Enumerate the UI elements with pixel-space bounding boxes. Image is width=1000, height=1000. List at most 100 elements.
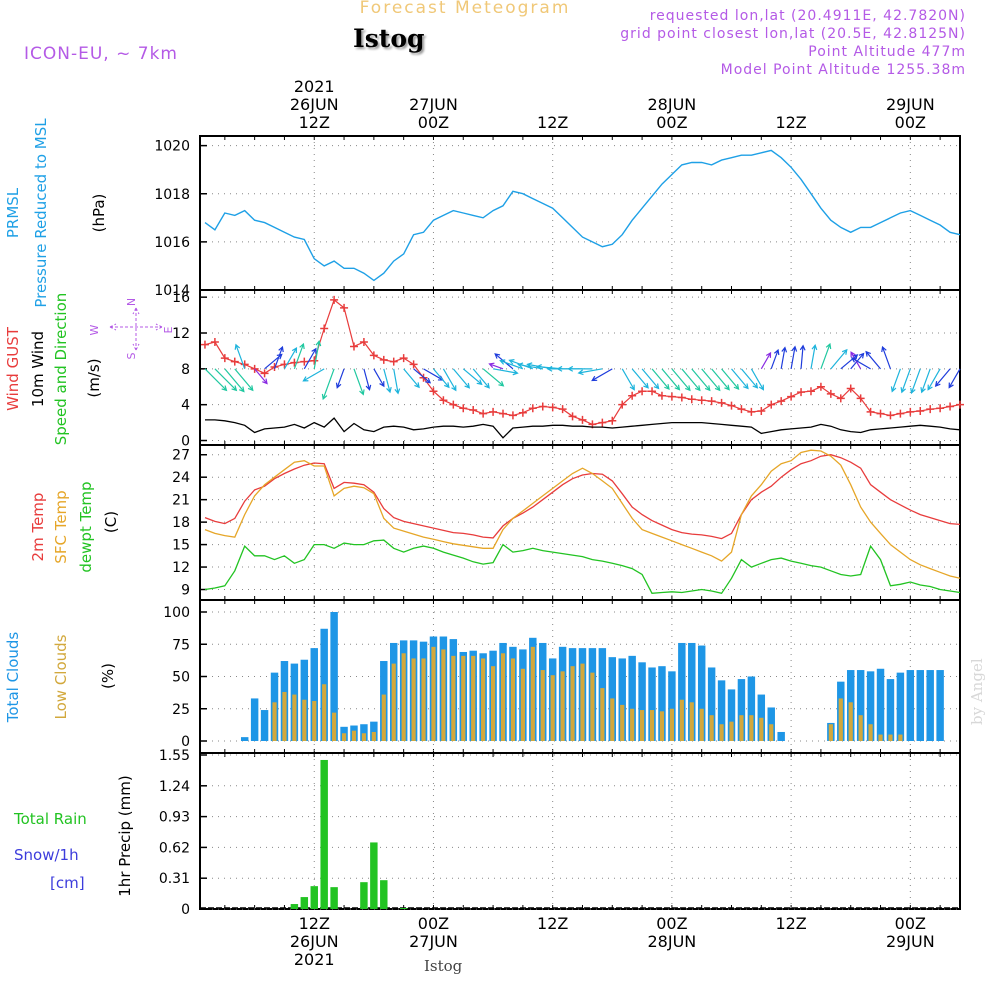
wind-direction-arrow xyxy=(499,359,524,370)
low-clouds-bar xyxy=(510,658,516,741)
wind-direction-arrow xyxy=(472,368,490,389)
temperature-tick-label: 21 xyxy=(172,493,190,509)
low-clouds-bar xyxy=(322,684,327,741)
total-clouds-bar xyxy=(747,676,756,741)
chart-panels: 1014 1016 1018 1020 PRMSL Pressure Reduced to… xyxy=(4,118,964,918)
wind-direction-arrow xyxy=(442,368,457,392)
dewpoint-line xyxy=(204,539,961,595)
gust-marker xyxy=(797,388,806,397)
gust-marker xyxy=(369,351,378,360)
wind-direction-arrow xyxy=(810,343,818,369)
total-clouds-bar xyxy=(737,679,746,741)
low-clouds-bar xyxy=(590,672,595,741)
wind-direction-arrow xyxy=(651,368,670,391)
precip-tick-label: 1.24 xyxy=(159,779,190,795)
wind-direction-arrow xyxy=(691,368,711,392)
low-clouds-bar xyxy=(481,658,486,741)
top-time-label: 12Z xyxy=(537,113,568,132)
bottom-time-label: 12Z xyxy=(299,914,330,933)
total-clouds-bar xyxy=(777,731,785,741)
gust-marker xyxy=(727,401,736,410)
wind-speed-line xyxy=(205,417,961,439)
total-clouds-bar xyxy=(638,662,646,741)
low-clouds-bar xyxy=(689,702,694,741)
pressure-tick-label: 1018 xyxy=(154,187,190,203)
gust-marker xyxy=(876,409,885,418)
bottom-time-label: 12Z xyxy=(537,914,568,933)
low-clouds-bar xyxy=(898,734,903,741)
wind-direction-arrow xyxy=(920,368,931,394)
gust-marker xyxy=(230,357,239,366)
gust-marker xyxy=(836,394,845,403)
wind-direction-arrow xyxy=(283,346,298,370)
rain-bar xyxy=(290,904,299,909)
rain-bar xyxy=(380,880,388,909)
precip-tick-label: 0.62 xyxy=(159,840,190,856)
rain-bar xyxy=(360,882,368,909)
low-clouds-bar xyxy=(540,670,545,741)
top-time-label: 28JUN xyxy=(648,95,697,114)
pressure-tick-label: 1016 xyxy=(154,235,190,251)
wind-direction-arrow xyxy=(780,346,788,369)
top-time-label: 26JUN xyxy=(290,95,339,114)
gust-marker xyxy=(240,360,249,369)
gust-marker xyxy=(359,337,368,346)
bottom-time-label: 26JUN xyxy=(290,932,339,951)
wind-direction-arrow xyxy=(701,368,721,392)
clouds-tick-label: 100 xyxy=(163,605,190,621)
low-clouds-bar xyxy=(292,694,297,741)
gust-marker xyxy=(667,392,676,401)
bottom-time-label: 00Z xyxy=(418,914,449,933)
model-label: ICON-EU, ~ 7km xyxy=(24,44,178,64)
total-clouds-bar xyxy=(618,658,626,741)
pressure-tick-label: 1020 xyxy=(154,139,190,155)
total-clouds-bar xyxy=(697,645,706,741)
gust-marker xyxy=(220,354,229,363)
gust-marker xyxy=(200,340,209,349)
gust-marker xyxy=(548,403,557,412)
precip-axis-label: 1hr Precip (mm) xyxy=(116,775,134,896)
clouds-tick-label: 75 xyxy=(172,637,190,653)
low-clouds-bar xyxy=(719,724,724,741)
gust-marker xyxy=(210,337,219,346)
low-clouds-bar xyxy=(421,658,426,741)
wind-direction-arrow xyxy=(900,368,911,394)
wind-gust-label: Wind GUST xyxy=(4,326,22,411)
precip-tick-label: 0 xyxy=(181,902,190,918)
requested-coordinates: requested lon,lat (20.4911E, 42.7820N) xyxy=(649,8,966,24)
model-altitude: Model Point Altitude 1255.38m xyxy=(720,62,966,78)
wind-direction-arrow xyxy=(204,368,228,392)
bottom-time-label: 29JUN xyxy=(886,932,935,951)
wind-direction-arrow xyxy=(681,368,701,392)
wind-tick-label: 8 xyxy=(181,362,190,378)
wind-direction-arrow xyxy=(721,368,740,391)
low-clouds-bar xyxy=(878,734,883,741)
wind-unit: (m/s) xyxy=(85,358,103,397)
wind-direction-arrow xyxy=(492,368,519,376)
gust-marker xyxy=(499,409,508,418)
wind-direction-arrow xyxy=(750,368,764,391)
gust-marker xyxy=(717,398,726,407)
low-clouds-bar xyxy=(401,653,406,741)
gust-marker xyxy=(806,387,815,396)
gust-marker xyxy=(787,392,796,401)
bottom-time-label: 2021 xyxy=(294,950,335,969)
wind-direction-arrow xyxy=(433,368,450,389)
wind-direction-arrow xyxy=(927,368,941,391)
rain-bar xyxy=(310,886,318,909)
gust-marker xyxy=(906,407,915,416)
snow-unit-legend: [cm] xyxy=(50,874,85,892)
gust-marker xyxy=(409,360,418,369)
gust-marker xyxy=(469,406,478,415)
wind-direction-arrow xyxy=(591,368,613,382)
bottom-time-label: 28JUN xyxy=(648,932,697,951)
temperature-tick-label: 12 xyxy=(172,560,190,576)
gust-marker xyxy=(340,303,349,312)
bottom-time-label: 12Z xyxy=(775,914,806,933)
wind-direction-arrow xyxy=(488,362,504,370)
top-time-label: 27JUN xyxy=(409,95,458,114)
wind-speed-direction-label: Speed and Direction xyxy=(52,293,70,446)
low-clouds-bar xyxy=(679,699,684,741)
